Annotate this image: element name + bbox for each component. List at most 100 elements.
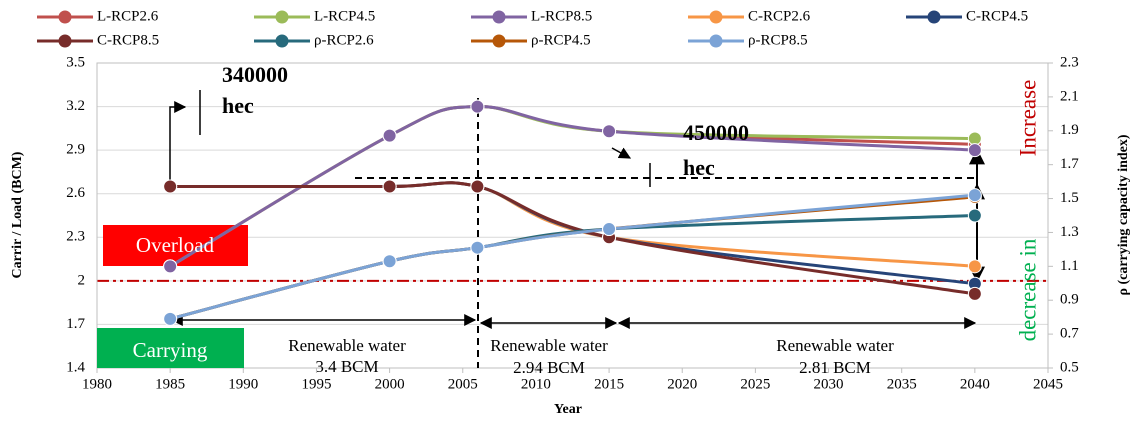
- legend-marker: [492, 34, 506, 48]
- annotation: 450000: [683, 120, 749, 145]
- legend-marker: [709, 34, 723, 48]
- legend-label: C-RCP2.6: [748, 8, 811, 24]
- annotation: Renewable water: [288, 336, 406, 355]
- annotation: hec: [683, 155, 715, 180]
- x-tick-label: 2005: [448, 376, 478, 392]
- legend-marker: [492, 10, 506, 24]
- series-line: [169, 214, 975, 321]
- legend-item: C-RCP2.6: [688, 8, 811, 24]
- x-tick-label: 2030: [814, 376, 844, 392]
- y2-tick-label: 2.1: [1060, 88, 1079, 104]
- plot-frame: [96, 62, 1049, 369]
- y2-tick-label: 1.5: [1060, 190, 1079, 206]
- legend-item: L-RCP8.5: [471, 8, 592, 24]
- legend-label: ρ-RCP8.5: [748, 32, 808, 48]
- annotation: Increase: [1015, 80, 1040, 157]
- y-tick-label: 3.2: [66, 98, 85, 114]
- data-point: [382, 179, 397, 194]
- y2-tick-label: 0.5: [1060, 359, 1079, 375]
- legend-marker: [927, 10, 941, 24]
- legend-label: ρ-RCP2.6: [314, 32, 374, 48]
- y2-tick-label: 0.9: [1060, 292, 1079, 308]
- data-point: [382, 254, 397, 269]
- legend-item: C-RCP8.5: [37, 32, 159, 48]
- legend-label: C-RCP4.5: [966, 8, 1028, 24]
- y-tick-label: 2.6: [66, 185, 85, 201]
- series-line: [169, 105, 975, 268]
- x-tick-label: 1985: [155, 376, 185, 392]
- legend-label: L-RCP4.5: [314, 8, 375, 24]
- annotation: Renewable water: [776, 336, 894, 355]
- y2-tick-label: 1.9: [1060, 122, 1079, 138]
- x-tick-label: 2015: [594, 376, 624, 392]
- x-tick-label: 2035: [887, 376, 917, 392]
- annotation: decrease in: [1015, 238, 1040, 341]
- legend-item: C-RCP4.5: [906, 8, 1028, 24]
- y-tick-label: 1.7: [66, 316, 85, 332]
- data-point: [163, 179, 178, 194]
- legend-item: L-RCP4.5: [254, 8, 375, 24]
- legend-label: L-RCP8.5: [531, 8, 592, 24]
- y-tick-label: 2.9: [66, 142, 85, 158]
- annotation: 3.4 BCM: [315, 357, 378, 376]
- data-point: [163, 311, 178, 326]
- data-point: [470, 240, 485, 255]
- y-tick-label: 3.5: [66, 54, 85, 70]
- legend-marker: [275, 10, 289, 24]
- annotation: Renewable water: [490, 336, 608, 355]
- y2-tick-label: 1.7: [1060, 156, 1079, 172]
- series-layer: [163, 99, 982, 326]
- legend-item: ρ-RCP8.5: [688, 32, 808, 48]
- series-line: [170, 181, 976, 296]
- x-tick-label: 1980: [82, 376, 112, 392]
- arrow: [169, 101, 187, 188]
- data-point: [967, 131, 982, 146]
- x-tick-label: 2000: [375, 376, 405, 392]
- y2-tick-label: 1.1: [1060, 258, 1079, 274]
- data-point: [967, 188, 982, 203]
- data-point: [602, 222, 617, 237]
- y2-axis-title: ρ (carrying capacity index): [1116, 134, 1131, 295]
- legend-item: ρ-RCP4.5: [471, 32, 591, 48]
- y2-tick-label: 2.3: [1060, 54, 1079, 70]
- data-point: [967, 259, 982, 274]
- annotation: 2.94 BCM: [513, 358, 585, 377]
- carrying-box: [97, 328, 244, 368]
- legend-marker: [58, 10, 72, 24]
- data-point: [470, 99, 485, 114]
- legend-item: L-RCP2.6: [37, 8, 159, 24]
- legend-item: ρ-RCP2.6: [254, 32, 374, 48]
- data-point: [967, 286, 982, 301]
- x-tick-label: 1990: [228, 376, 258, 392]
- x-tick-label: 2040: [960, 376, 990, 392]
- x-tick-label: 2025: [740, 376, 770, 392]
- annotation: Carrying: [133, 338, 208, 362]
- x-tick-label: 2045: [1033, 376, 1063, 392]
- legend-label: ρ-RCP4.5: [531, 32, 591, 48]
- x-axis-title: Year: [554, 402, 582, 417]
- y2-tick-label: 1.3: [1060, 224, 1079, 240]
- legend-label: C-RCP8.5: [97, 32, 159, 48]
- x-tick-label: 2010: [521, 376, 551, 392]
- data-point: [163, 259, 178, 274]
- arrow: [611, 147, 632, 159]
- legend-marker: [275, 34, 289, 48]
- overload-box: [103, 225, 248, 266]
- data-point: [602, 124, 617, 139]
- series-line: [170, 181, 975, 268]
- annotation: 340000: [222, 62, 288, 87]
- annotation: Overload: [136, 233, 215, 257]
- y2-tick-label: 0.7: [1060, 326, 1079, 342]
- x-tick-label: 2020: [667, 376, 697, 392]
- y-tick-label: 2: [78, 272, 86, 288]
- data-point: [967, 208, 982, 223]
- legend-label: L-RCP2.6: [97, 8, 159, 24]
- y-tick-label: 2.3: [66, 229, 85, 245]
- annotation: hec: [222, 93, 254, 118]
- series-line: [169, 193, 975, 321]
- data-point: [470, 179, 485, 194]
- data-point: [967, 143, 982, 158]
- data-point: [382, 128, 397, 143]
- legend-marker: [709, 10, 723, 24]
